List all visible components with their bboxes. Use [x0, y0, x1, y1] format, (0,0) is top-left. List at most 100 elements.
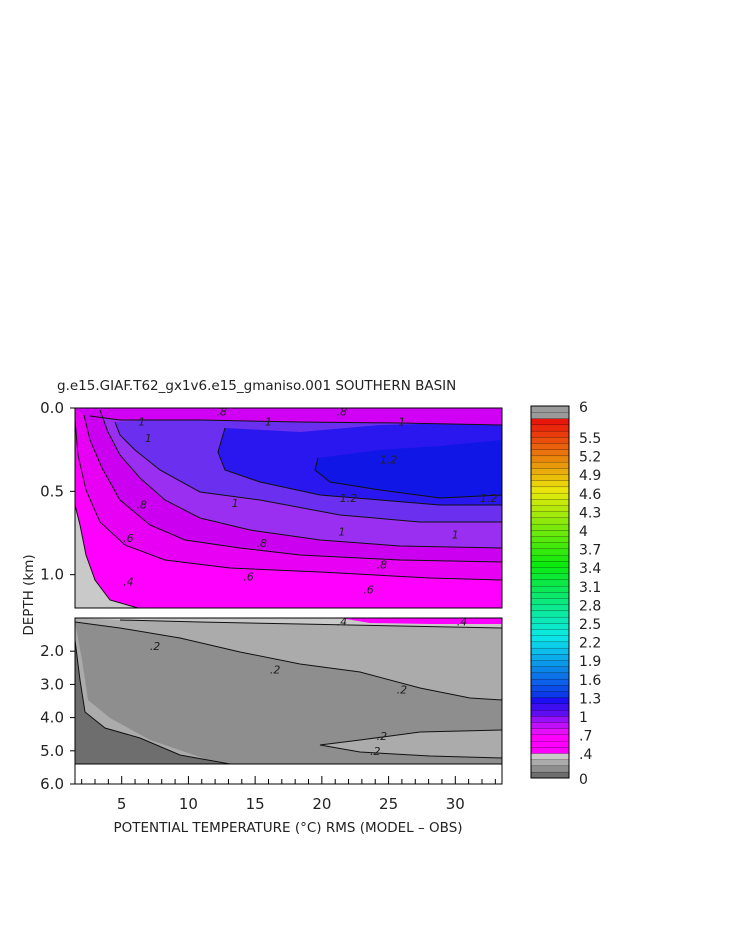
contour-label: .4	[123, 575, 134, 588]
colorbar-segment	[530, 672, 570, 680]
contour-02-lower	[319, 729, 502, 759]
colorbar-frame	[530, 405, 570, 779]
colorbar-label: 5.2	[579, 450, 601, 466]
colorbar-segment	[530, 641, 570, 649]
colorbar-segment	[530, 660, 570, 667]
x-tick-label: 20	[312, 795, 331, 813]
colorbar-segment	[530, 542, 570, 550]
x-axis: 5 10 15 20 25 30	[81, 776, 496, 813]
contour-label: 1	[232, 497, 239, 510]
y-axis: 0.0 0.5 1.0 2.0 3.0 4.0 5.0 6.0	[40, 399, 75, 793]
contour-label: .2	[397, 683, 408, 696]
colorbar-segment	[530, 536, 570, 543]
contour-label: .8	[136, 499, 147, 512]
colorbar-segment	[530, 709, 570, 717]
contour-label: .2	[270, 663, 281, 676]
x-tick-label: 30	[446, 795, 465, 813]
colorbar-segment	[530, 647, 570, 655]
lower-contour-labels: .4 .4 .2 .2 .2 .2 .2	[150, 615, 468, 758]
colorbar-segment	[530, 585, 570, 593]
colorbar-segment	[530, 740, 570, 748]
y-tick-label: 2.0	[40, 642, 64, 660]
contour-label: .2	[150, 640, 161, 653]
colorbar-segment	[530, 405, 570, 413]
colorbar-label: 3.7	[579, 543, 601, 559]
contour-label: 1	[398, 415, 405, 428]
colorbar-label: 1.6	[579, 673, 601, 689]
contour-label: .8	[217, 405, 228, 418]
colorbar-segment	[530, 703, 570, 711]
contour-label: .6	[123, 532, 134, 545]
colorbar-segment	[530, 548, 570, 556]
colorbar-label: 1.9	[579, 654, 601, 670]
colorbar-label: .4	[579, 747, 592, 763]
colorbar-segment	[530, 697, 570, 705]
colorbar-segment	[530, 523, 570, 531]
colorbar-segment	[530, 678, 570, 686]
colorbar-label: 2.2	[579, 636, 601, 652]
colorbar-label: 4.6	[579, 487, 601, 503]
colorbar-segment	[530, 554, 570, 562]
colorbar-label: 6	[579, 400, 588, 416]
colorbar-label: 1.3	[579, 691, 601, 707]
colorbar-segment	[530, 684, 570, 692]
colorbar-segment	[530, 467, 570, 475]
colorbar-segment	[530, 771, 570, 779]
contour-label: 1.2	[380, 454, 398, 467]
colorbar-segment	[530, 424, 570, 432]
colorbar	[530, 405, 570, 779]
colorbar-segment	[530, 765, 570, 773]
colorbar-label: 5.5	[579, 431, 601, 447]
colorbar-label: 2.8	[579, 598, 601, 614]
colorbar-label: 2.5	[579, 617, 601, 633]
colorbar-segment	[530, 598, 570, 605]
colorbar-label: 4.3	[579, 505, 601, 521]
colorbar-segment	[530, 759, 570, 767]
band-01-02	[75, 622, 502, 764]
contour-label: .6	[363, 584, 374, 597]
colorbar-label: 4	[579, 524, 588, 540]
band-top-08	[75, 408, 502, 425]
colorbar-segment	[530, 753, 570, 760]
y-tick-label: 4.0	[40, 709, 64, 727]
contour-label: .2	[370, 745, 381, 758]
colorbar-segment	[530, 430, 570, 438]
x-tick-label: 25	[379, 795, 398, 813]
contour-label: .4	[337, 615, 348, 628]
contour-10	[114, 421, 502, 523]
colorbar-segment	[530, 505, 570, 512]
colorbar-segment	[530, 666, 570, 674]
contour-label: 1	[138, 415, 145, 428]
contour-label: 1	[338, 525, 345, 538]
contour-label: 1.2	[340, 492, 358, 505]
colorbar-segment	[530, 412, 570, 419]
colorbar-segment	[530, 728, 570, 736]
colorbar-segment	[530, 622, 570, 630]
colorbar-segment	[530, 746, 570, 754]
colorbar-segment	[530, 734, 570, 742]
colorbar-segment	[530, 560, 570, 568]
contour-label: .4	[457, 615, 468, 628]
x-tick-label: 10	[179, 795, 198, 813]
contour-top	[89, 415, 502, 426]
colorbar-segment	[530, 591, 570, 599]
colorbar-segment	[530, 635, 570, 643]
y-tick-label: 5.0	[40, 742, 64, 760]
y-tick-label: 1.0	[40, 566, 64, 584]
colorbar-label: 0	[579, 772, 588, 788]
upper-contour-lines	[75, 409, 502, 608]
colorbar-segment	[530, 629, 570, 636]
colorbar-segment	[530, 492, 570, 500]
contour-label: .8	[377, 559, 388, 572]
lower-contour-lines	[75, 619, 502, 764]
colorbar-segment	[530, 691, 570, 698]
upper-contour-labels: .8.81 1 111.21.2 1.21.81 1.6.8.8.6.6.4	[123, 405, 497, 597]
colorbar-label: 3.4	[579, 561, 601, 577]
colorbar-segment	[530, 480, 570, 488]
contour-04	[75, 504, 139, 608]
colorbar-label: 3.1	[579, 580, 601, 596]
y-axis-label: DEPTH (km)	[21, 554, 37, 635]
upper-panel-frame	[74, 407, 503, 609]
contour-label: .6	[243, 570, 254, 583]
